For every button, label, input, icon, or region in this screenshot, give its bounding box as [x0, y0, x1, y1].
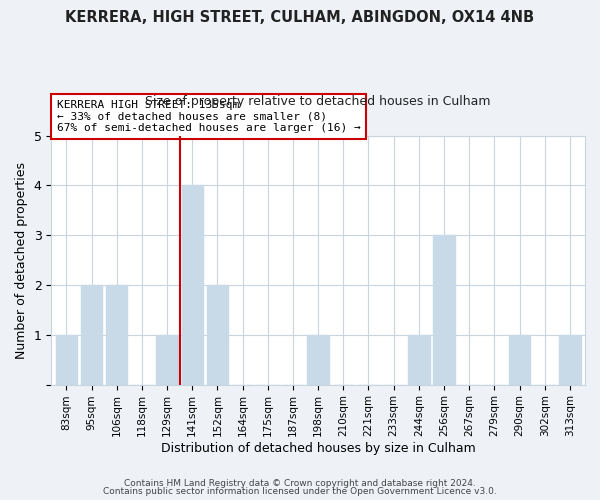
Bar	[157, 335, 178, 384]
Y-axis label: Number of detached properties: Number of detached properties	[15, 162, 28, 358]
Bar	[433, 235, 455, 384]
Text: KERRERA HIGH STREET: 135sqm
← 33% of detached houses are smaller (8)
67% of semi: KERRERA HIGH STREET: 135sqm ← 33% of det…	[56, 100, 361, 133]
Bar	[81, 285, 102, 384]
Bar	[106, 285, 127, 384]
Text: Contains HM Land Registry data © Crown copyright and database right 2024.: Contains HM Land Registry data © Crown c…	[124, 478, 476, 488]
Text: Contains public sector information licensed under the Open Government Licence v3: Contains public sector information licen…	[103, 487, 497, 496]
Bar	[559, 335, 581, 384]
X-axis label: Distribution of detached houses by size in Culham: Distribution of detached houses by size …	[161, 442, 476, 455]
Bar	[182, 186, 203, 384]
Bar	[307, 335, 329, 384]
Bar	[207, 285, 228, 384]
Title: Size of property relative to detached houses in Culham: Size of property relative to detached ho…	[145, 95, 491, 108]
Bar	[408, 335, 430, 384]
Bar	[509, 335, 530, 384]
Bar	[56, 335, 77, 384]
Text: KERRERA, HIGH STREET, CULHAM, ABINGDON, OX14 4NB: KERRERA, HIGH STREET, CULHAM, ABINGDON, …	[65, 10, 535, 25]
